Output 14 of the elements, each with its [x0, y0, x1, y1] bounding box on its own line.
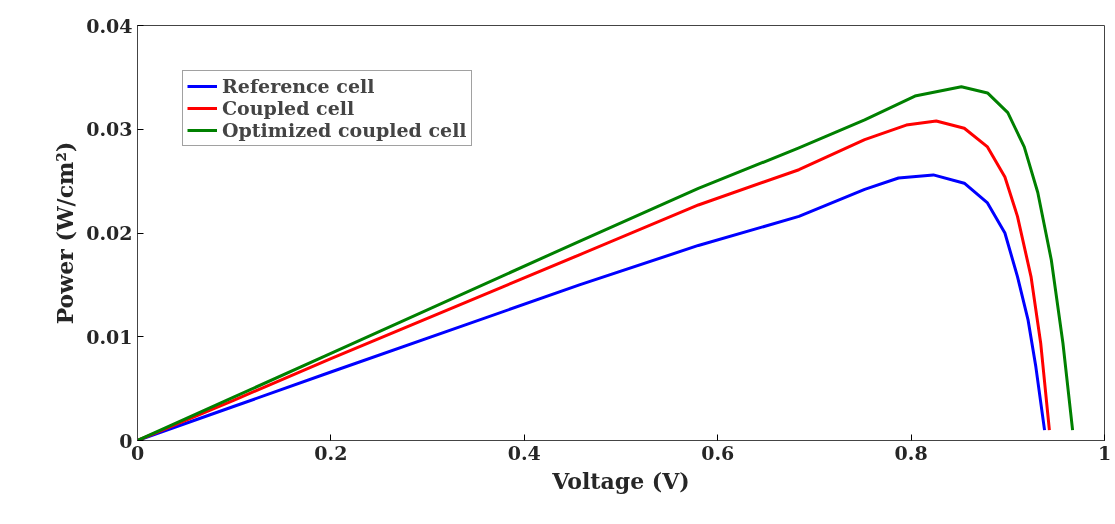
x-axis-title: Voltage (V) [551, 467, 690, 494]
y-tick-label: 0.03 [86, 118, 133, 141]
x-tick-label: 0.2 [314, 441, 348, 464]
legend-label: Coupled cell [222, 97, 355, 119]
x-tick-label: 0.4 [507, 441, 541, 464]
x-tick-label: 1 [1097, 441, 1112, 464]
x-tick-label: 0.8 [894, 441, 928, 464]
x-tick-label: 0.6 [701, 441, 735, 464]
y-axis-title: Power (W/cm²) [52, 141, 79, 325]
y-tick-label: 0.01 [86, 325, 133, 348]
legend-label: Optimized coupled cell [222, 119, 467, 141]
legend-label: Reference cell [222, 75, 375, 97]
y-tick-label: 0.02 [86, 222, 133, 244]
y-tick-label: 0.04 [86, 14, 133, 37]
